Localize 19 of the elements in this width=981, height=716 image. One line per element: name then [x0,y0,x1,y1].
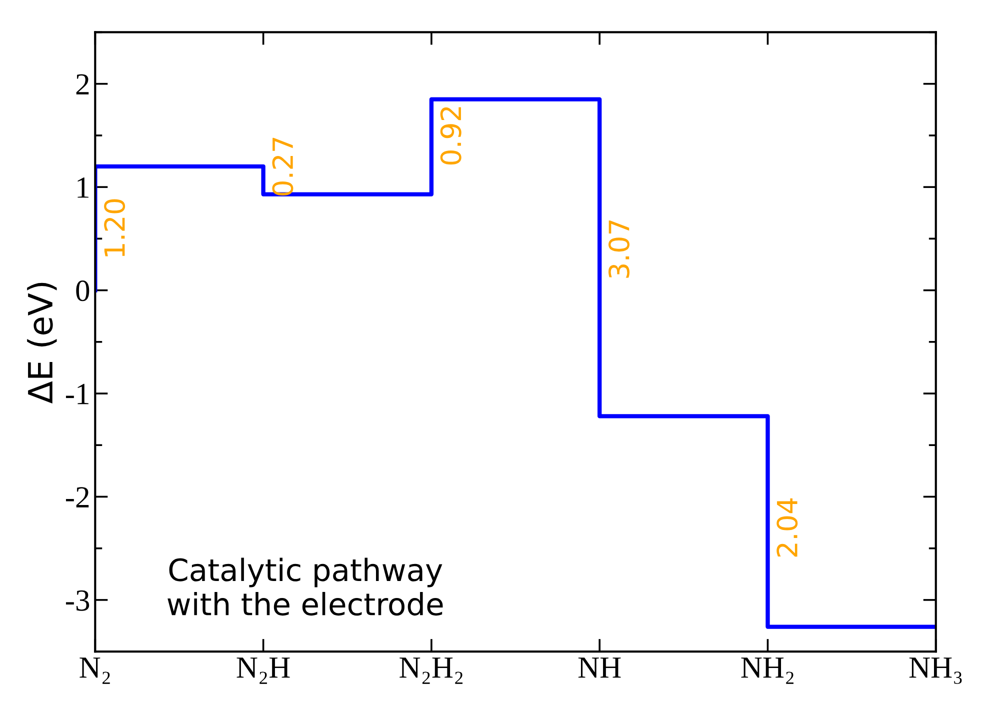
x-tick-label: N₂H₂ [400,658,463,684]
annotation: 0.92 [440,107,462,165]
x-tick-label: NH₃ [909,658,962,684]
annotation: 1.20 [104,199,126,256]
annotation: 0.27 [272,138,294,196]
y-tick-label: -2 [66,487,89,508]
y-tick-label: 0 [76,280,90,302]
x-tick-label: NH₂ [741,658,794,684]
x-tick-label: NH [578,658,621,678]
x-tick-label: N₂ [80,658,110,684]
annotation: 2.04 [776,498,798,557]
x-tick-label: N₂H [236,658,290,684]
y-tick-label: 1 [78,177,88,198]
y-axis-title: ΔE (eV) [27,282,57,404]
annotation: 3.07 [608,220,630,278]
y-tick-label: -3 [66,590,90,611]
y-tick-label: 2 [76,74,89,94]
y-tick-label: -1 [66,384,88,404]
annotation: Catalytic pathway with the electrode [168,558,443,616]
